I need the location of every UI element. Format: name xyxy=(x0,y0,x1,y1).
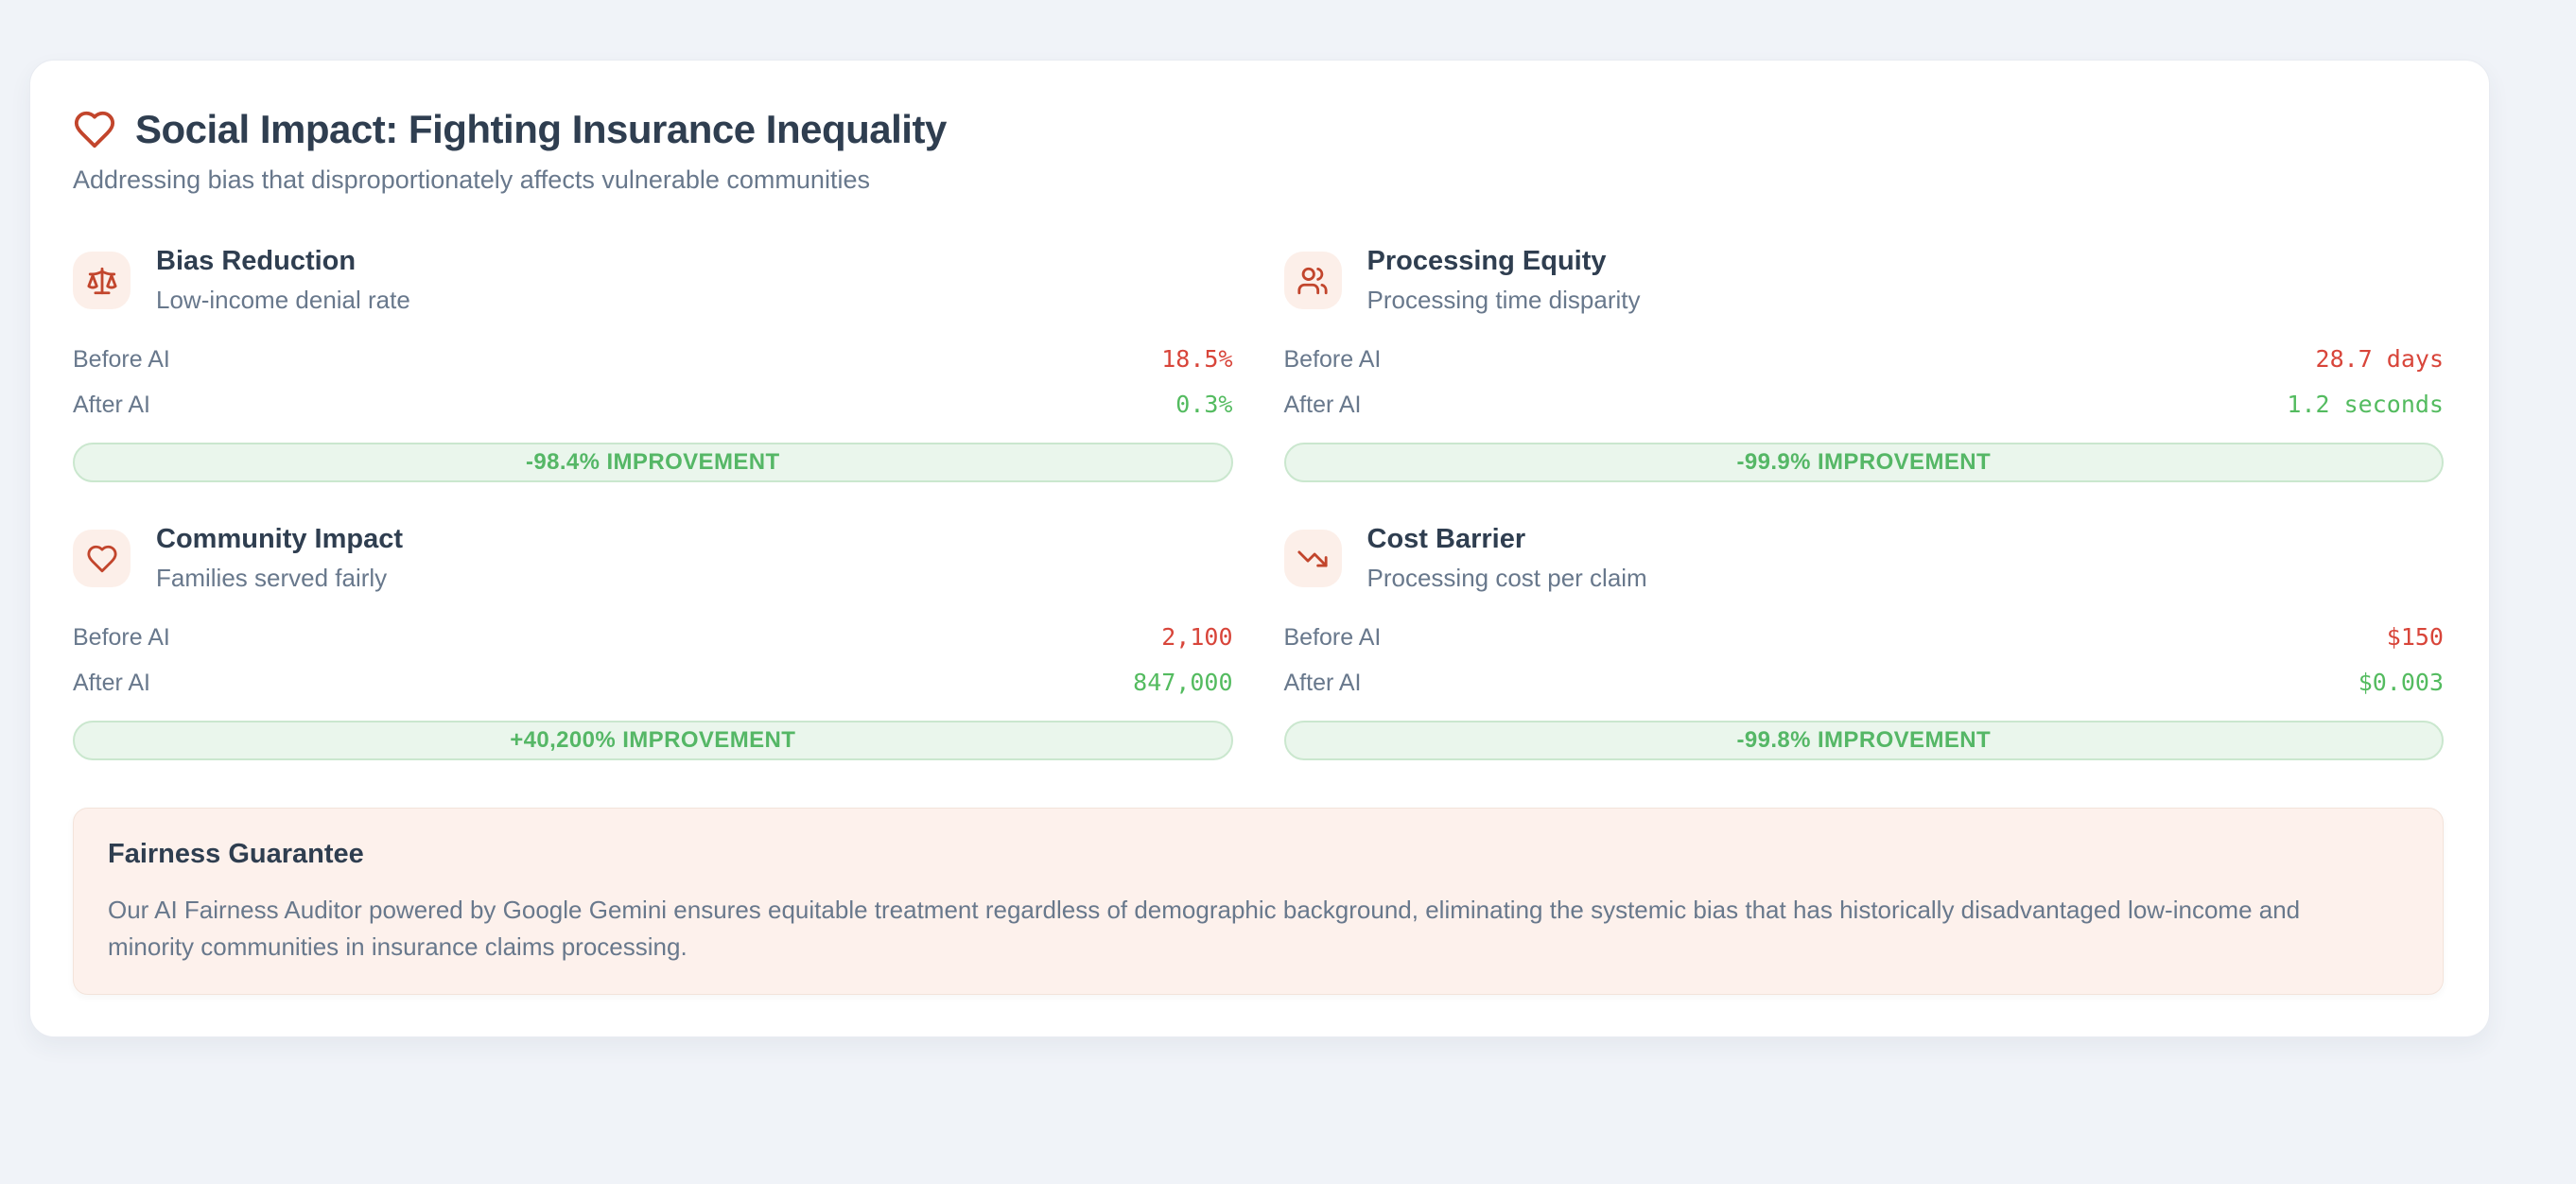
metric-header: Bias Reduction Low-income denial rate xyxy=(73,246,1233,315)
after-ai-row: After AI 847,000 xyxy=(73,669,1233,696)
improvement-badge: -98.4% IMPROVEMENT xyxy=(73,443,1233,482)
after-ai-label: After AI xyxy=(73,670,150,696)
improvement-badge: -99.9% IMPROVEMENT xyxy=(1283,443,2444,482)
users-icon xyxy=(1297,267,1328,294)
after-ai-value: 847,000 xyxy=(1133,669,1233,696)
metric-rows: Before AI $150 After AI $0.003 xyxy=(1283,623,2445,696)
after-ai-label: After AI xyxy=(1283,670,1362,696)
metric-title: Bias Reduction xyxy=(156,246,357,276)
after-ai-label: After AI xyxy=(1283,392,1362,418)
after-ai-label: After AI xyxy=(73,392,150,418)
metric-title: Processing Equity xyxy=(1366,246,1607,276)
metric-community-impact: Community Impact Families served fairly … xyxy=(73,524,1233,760)
before-ai-label: Before AI xyxy=(73,346,170,373)
fairness-guarantee-panel: Fairness Guarantee Our AI Fairness Audit… xyxy=(73,808,2444,995)
after-ai-row: After AI $0.003 xyxy=(1283,669,2445,696)
before-ai-row: Before AI 2,100 xyxy=(73,623,1233,651)
metric-subtitle: Low-income denial rate xyxy=(156,286,410,314)
trending-down-icon xyxy=(1297,550,1328,566)
before-ai-row: Before AI 18.5% xyxy=(73,345,1233,373)
before-ai-label: Before AI xyxy=(1283,346,1382,373)
icon-chip xyxy=(1283,252,1342,309)
fairness-guarantee-title: Fairness Guarantee xyxy=(108,839,364,869)
before-ai-value: 18.5% xyxy=(1161,345,1233,373)
metric-subtitle: Processing time disparity xyxy=(1366,286,1641,314)
heart-icon xyxy=(74,111,115,148)
fairness-guarantee-body: Our AI Fairness Auditor powered by Googl… xyxy=(108,896,2301,961)
heart-icon xyxy=(86,545,117,572)
before-ai-row: Before AI 28.7 days xyxy=(1283,345,2445,373)
after-ai-value: 0.3% xyxy=(1175,391,1233,418)
icon-chip xyxy=(1283,530,1342,587)
metric-rows: Before AI 2,100 After AI 847,000 xyxy=(73,623,1233,696)
before-ai-value: 2,100 xyxy=(1161,623,1233,651)
panel-header: Social Impact: Fighting Insurance Inequa… xyxy=(73,107,2444,152)
metric-rows: Before AI 18.5% After AI 0.3% xyxy=(73,345,1233,418)
improvement-badge: -99.8% IMPROVEMENT xyxy=(1283,721,2444,760)
page-title: Social Impact: Fighting Insurance Inequa… xyxy=(135,107,947,151)
before-ai-value: 28.7 days xyxy=(2315,345,2444,373)
metric-subtitle: Processing cost per claim xyxy=(1366,564,1647,592)
metric-cost-barrier: Cost Barrier Processing cost per claim B… xyxy=(1283,524,2445,760)
after-ai-row: After AI 1.2 seconds xyxy=(1283,391,2445,418)
page-subtitle: Addressing bias that disproportionately … xyxy=(73,165,870,194)
metric-title: Community Impact xyxy=(156,524,404,554)
before-ai-label: Before AI xyxy=(1283,624,1382,651)
improvement-badge: +40,200% IMPROVEMENT xyxy=(73,721,1233,760)
before-ai-row: Before AI $150 xyxy=(1283,623,2445,651)
metric-title: Cost Barrier xyxy=(1366,524,1526,554)
metric-bias-reduction: Bias Reduction Low-income denial rate Be… xyxy=(73,246,1233,482)
metric-processing-equity: Processing Equity Processing time dispar… xyxy=(1283,246,2445,482)
metric-subtitle: Families served fairly xyxy=(156,564,388,592)
social-impact-panel: Social Impact: Fighting Insurance Inequa… xyxy=(29,60,2490,1037)
after-ai-row: After AI 0.3% xyxy=(73,391,1233,418)
metrics-grid: Bias Reduction Low-income denial rate Be… xyxy=(73,246,2444,760)
metric-header: Processing Equity Processing time dispar… xyxy=(1283,246,2445,315)
before-ai-label: Before AI xyxy=(73,624,170,651)
icon-chip xyxy=(73,252,131,309)
before-ai-value: $150 xyxy=(2386,623,2444,651)
metric-header: Community Impact Families served fairly xyxy=(73,524,1233,593)
after-ai-value: $0.003 xyxy=(2358,669,2444,696)
metric-rows: Before AI 28.7 days After AI 1.2 seconds xyxy=(1283,345,2445,418)
metric-header: Cost Barrier Processing cost per claim xyxy=(1283,524,2445,593)
scale-icon xyxy=(86,267,117,294)
after-ai-value: 1.2 seconds xyxy=(2287,391,2444,418)
icon-chip xyxy=(73,530,131,587)
